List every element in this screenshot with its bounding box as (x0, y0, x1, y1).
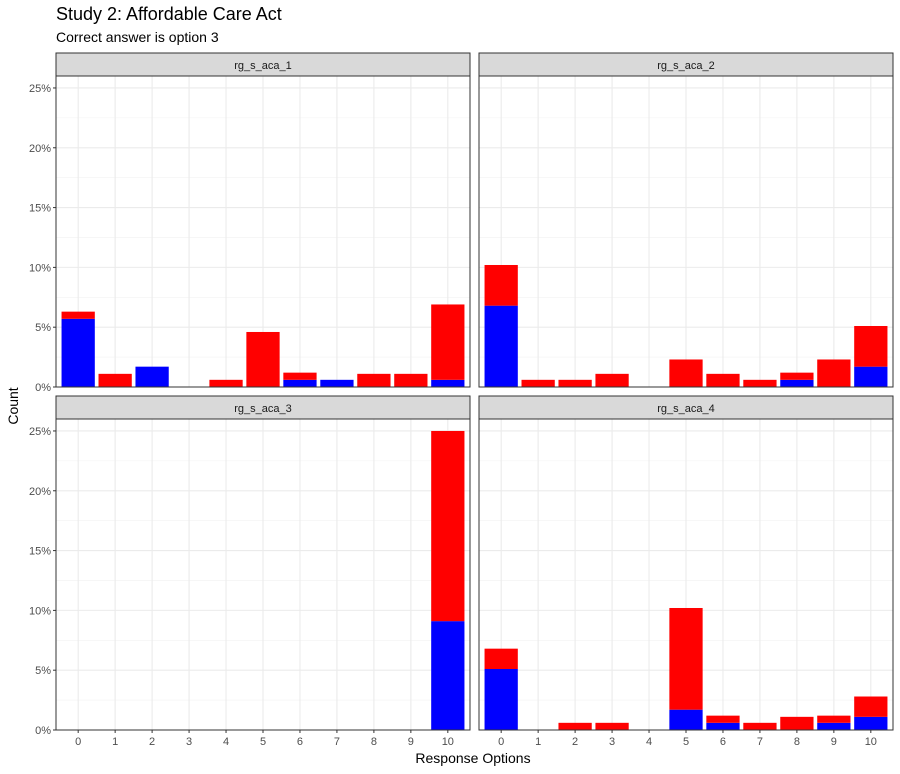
x-tick-label: 6 (720, 736, 726, 748)
bar-segment (246, 331, 280, 387)
bar-segment (431, 621, 465, 730)
bar-segment (484, 648, 518, 669)
y-tick-label: 5% (35, 665, 51, 677)
bar-segment (484, 668, 518, 730)
x-tick-label: 4 (223, 736, 229, 748)
y-tick-label: 0% (35, 382, 51, 394)
strip-label: rg_s_aca_4 (657, 403, 715, 415)
panel-rg_s_aca_3: rg_s_aca_3 0% 5% 10% 15% 20% 25% 0 1 2 3 4 5 6 7 8 9 10 (29, 395, 471, 748)
bar-segment (431, 430, 465, 622)
bar-segment (780, 379, 814, 387)
x-tick-label: 3 (609, 736, 615, 748)
y-tick-label: 10% (29, 262, 51, 274)
y-axis-title: Count (5, 387, 21, 424)
x-tick-label: 1 (535, 736, 541, 748)
panel-border (478, 75, 894, 388)
bar-segment (669, 607, 703, 710)
y-tick-label: 5% (35, 322, 51, 334)
bar-segment (854, 325, 888, 367)
chart-subtitle: Correct answer is option 3 (56, 29, 219, 45)
bar-segment (431, 379, 465, 387)
y-tick-label: 20% (29, 486, 51, 498)
bar-segment (595, 722, 629, 730)
bar-segment (320, 379, 354, 387)
facet-panels: rg_s_aca_10%5%10%15%20%25%rg_s_aca_2rg_s… (29, 52, 894, 748)
panel-rg_s_aca_2: rg_s_aca_2 (478, 52, 894, 388)
bar-segment (98, 373, 132, 387)
bar-segment (135, 366, 169, 387)
x-tick-label: 10 (865, 736, 877, 748)
x-tick-label: 0 (498, 736, 504, 748)
bar-segment (357, 373, 391, 387)
x-tick-label: 3 (186, 736, 192, 748)
panel-rg_s_aca_4: rg_s_aca_4 0 1 2 3 4 5 6 7 8 9 10 (478, 395, 894, 748)
strip-label: rg_s_aca_3 (234, 403, 292, 415)
bar-segment (669, 709, 703, 730)
bar-segment (61, 318, 95, 387)
bar-segment (558, 379, 592, 387)
bar-segment (595, 373, 629, 387)
x-tick-label: 0 (75, 736, 81, 748)
bar-segment (780, 372, 814, 380)
y-tick-label: 25% (29, 83, 51, 95)
bar-segment (669, 359, 703, 387)
bar-segment (780, 716, 814, 730)
bar-segment (484, 305, 518, 387)
x-tick-label: 7 (334, 736, 340, 748)
bar-segment (743, 379, 777, 387)
x-tick-label: 8 (371, 736, 377, 748)
x-tick-label: 7 (757, 736, 763, 748)
bar-segment (558, 722, 592, 730)
y-tick-label: 25% (29, 426, 51, 438)
strip-label: rg_s_aca_2 (657, 60, 715, 72)
bar-segment (394, 373, 428, 387)
panel-rg_s_aca_1: rg_s_aca_1 0% 5% 10% 15% 20% 25% (29, 52, 471, 394)
panel-border (55, 75, 471, 388)
x-tick-label: 10 (442, 736, 454, 748)
y-tick-label: 20% (29, 143, 51, 155)
x-tick-label: 9 (831, 736, 837, 748)
x-tick-label: 9 (408, 736, 414, 748)
x-tick-label: 2 (572, 736, 578, 748)
bar-segment (854, 716, 888, 730)
y-tick-label: 0% (35, 725, 51, 737)
x-tick-label: 5 (683, 736, 689, 748)
y-tick-label: 15% (29, 546, 51, 558)
bar-segment (817, 359, 851, 387)
bar-segment (706, 373, 740, 387)
bar-segment (743, 722, 777, 730)
x-axis-title: Response Options (415, 750, 530, 766)
bar-segment (854, 366, 888, 387)
bar-segment (706, 722, 740, 730)
bar-segment (854, 696, 888, 717)
bar-segment (521, 379, 555, 387)
y-tick-label: 10% (29, 605, 51, 617)
x-tick-label: 6 (297, 736, 303, 748)
x-tick-label: 2 (149, 736, 155, 748)
bar-segment (706, 715, 740, 723)
chart-title: Study 2: Affordable Care Act (56, 4, 282, 24)
bar-segment (484, 264, 518, 306)
bar-segment (283, 379, 317, 387)
x-tick-label: 5 (260, 736, 266, 748)
bar-segment (817, 722, 851, 730)
bar-segment (817, 715, 851, 723)
bar-segment (61, 311, 95, 319)
strip-label: rg_s_aca_1 (234, 60, 292, 72)
x-tick-label: 1 (112, 736, 118, 748)
x-tick-label: 4 (646, 736, 652, 748)
bar-segment (431, 304, 465, 380)
bar-segment (209, 379, 243, 387)
y-tick-label: 15% (29, 203, 51, 215)
bar-segment (283, 372, 317, 380)
x-tick-label: 8 (794, 736, 800, 748)
